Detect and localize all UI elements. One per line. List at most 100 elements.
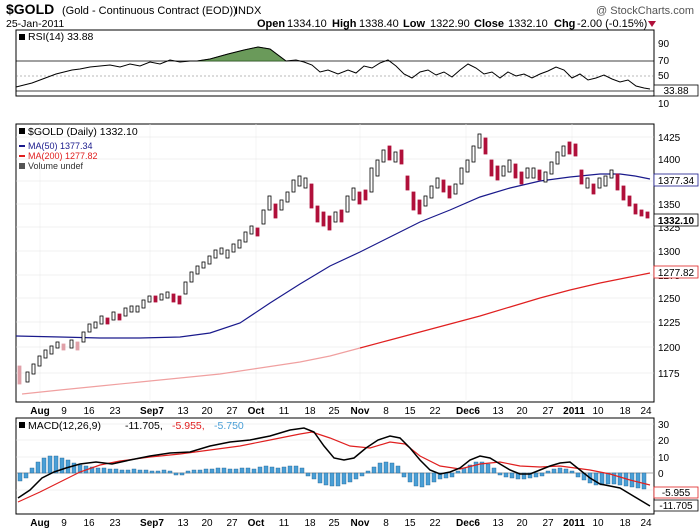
hist-bar	[323, 472, 329, 486]
hist-bar	[425, 472, 431, 486]
candle	[363, 189, 368, 201]
ma200-legend-label: MA(200) 1277.82	[28, 151, 98, 161]
hist-bar	[539, 472, 545, 477]
candle	[387, 145, 392, 161]
macd-x-label-25: 25	[328, 518, 340, 529]
hist-bar	[569, 470, 575, 474]
hist-bar	[431, 472, 437, 483]
hist-bar	[275, 467, 281, 474]
hist-bar	[173, 472, 179, 476]
x-label-11: 11	[279, 406, 290, 417]
hist-bar	[143, 469, 149, 474]
hist-bar	[89, 466, 95, 474]
symbol-title: $GOLD	[6, 1, 54, 17]
macd-x-label-9: 9	[61, 518, 67, 529]
candle	[261, 209, 266, 225]
ma200-last-box	[653, 265, 699, 279]
hist-bar	[437, 472, 443, 480]
candle	[405, 175, 410, 191]
macd-x-axis: Aug 9 16 23 Sep7 13 20 27 Oct 11 18 25 N…	[30, 518, 652, 529]
price-tick-1325: 1325	[658, 223, 681, 234]
candle	[213, 249, 218, 259]
price-title: $GOLD (Daily) 1332.10	[28, 126, 138, 138]
candle	[129, 305, 134, 313]
rsi-title-text: RSI(14) 33.88	[28, 31, 94, 43]
macd-x-label-13: 13	[177, 518, 189, 529]
candle	[225, 249, 230, 259]
ma200-line-faded	[21, 347, 361, 395]
rsi-reference-lines	[16, 60, 654, 92]
candle	[105, 317, 110, 325]
macd-line	[17, 427, 651, 507]
candle	[381, 149, 386, 163]
candle	[597, 177, 602, 189]
macd-x-label-18: 18	[304, 518, 316, 529]
candle	[477, 133, 482, 149]
candle	[591, 183, 596, 195]
ma200-line	[359, 272, 651, 349]
candle	[141, 299, 146, 309]
hist-bar	[239, 467, 245, 474]
candle	[111, 311, 116, 321]
hist-bar	[233, 468, 239, 474]
quote-low-label: Low	[403, 18, 425, 30]
macd-x-label-11: 11	[279, 518, 290, 529]
hist-bar	[557, 467, 563, 474]
hist-bar	[635, 472, 641, 489]
candle	[237, 239, 242, 249]
x-label-18b: 18	[619, 406, 631, 417]
candle	[621, 185, 626, 201]
quote-strip: Open 1334.10 High 1338.40 Low 1322.90 Cl…	[257, 18, 656, 30]
rsi-title-swatch	[19, 34, 25, 40]
hist-bar	[389, 462, 395, 474]
macd-last-labels: -5.955 -11.705	[653, 486, 699, 512]
hist-bar	[455, 470, 461, 474]
candle	[309, 183, 314, 209]
hist-bar	[545, 470, 551, 474]
x-label-2011: 2011	[563, 406, 585, 417]
candle	[609, 169, 614, 179]
hist-bar	[383, 461, 389, 474]
rsi-y-axis: 90 70 50 30 10	[658, 39, 670, 110]
hist-bar	[353, 472, 359, 480]
candle	[525, 167, 530, 179]
hist-bar	[101, 467, 107, 474]
candle	[489, 159, 494, 177]
candle	[555, 151, 560, 165]
candle	[321, 211, 326, 227]
hist-bar	[359, 472, 365, 477]
price-legend: $GOLD (Daily) 1332.10 MA(50) 1377.34 MA(…	[19, 126, 138, 171]
candle	[285, 191, 290, 203]
hist-bar	[185, 470, 191, 474]
hist-bar	[299, 467, 305, 474]
macd-x-label-16: 16	[83, 518, 95, 529]
x-label-aug: Aug	[30, 406, 49, 417]
watermark: @ StockCharts.com	[596, 5, 694, 17]
hist-bar	[53, 455, 59, 474]
rsi-last-value: 33.88	[663, 86, 688, 97]
x-label-27: 27	[226, 406, 238, 417]
macd-x-label-15: 15	[404, 518, 416, 529]
hist-bar	[227, 468, 233, 474]
candle	[645, 211, 650, 219]
candle	[441, 179, 446, 193]
candle	[585, 177, 590, 189]
price-y-axis: 1425 1400 1375 1350 1325 1300 1275 1250 …	[658, 133, 681, 380]
candle	[639, 209, 644, 217]
hist-bar	[641, 472, 647, 490]
quote-low-value: 1322.90	[430, 18, 470, 30]
hist-bar	[311, 472, 317, 480]
hist-bar	[125, 469, 131, 474]
hist-bar	[479, 461, 485, 474]
hist-bar	[263, 465, 269, 474]
hist-bar	[293, 465, 299, 474]
hist-bar	[551, 468, 557, 474]
hist-bar	[473, 461, 479, 474]
hist-bar	[575, 472, 581, 478]
candle	[579, 169, 584, 185]
candle	[219, 247, 224, 255]
candle	[81, 331, 86, 343]
macd-x-label-18b: 18	[619, 518, 631, 529]
candle	[279, 199, 284, 211]
candle	[315, 205, 320, 223]
